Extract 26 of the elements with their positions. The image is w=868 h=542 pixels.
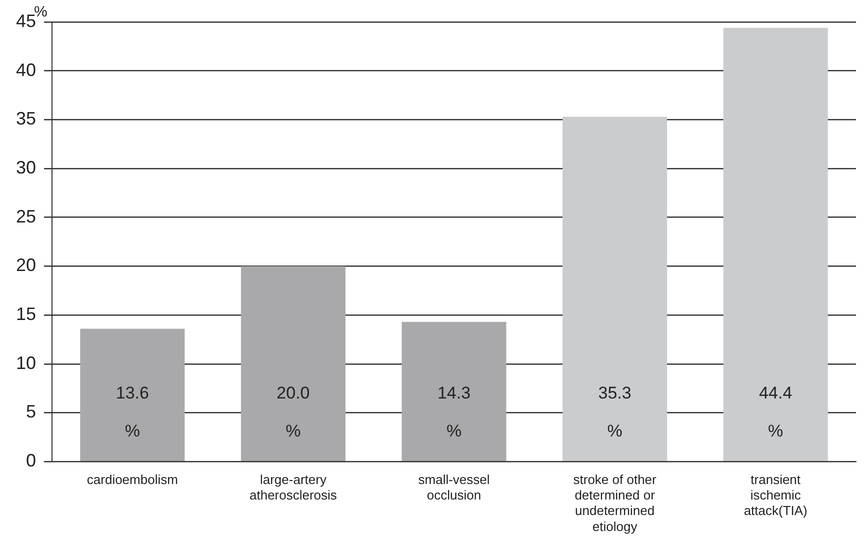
data-label: 20.0 %	[276, 383, 310, 440]
y-tick-label: 10	[16, 352, 36, 373]
x-tick-label: transient ischemic attack(TIA)	[744, 472, 808, 518]
bar	[240, 266, 346, 461]
y-tick-label: 35	[16, 108, 36, 129]
y-tick-label: 0	[26, 450, 36, 471]
x-tick-label: cardioembolism	[86, 472, 178, 487]
bar	[723, 28, 828, 461]
y-tick-label: 5	[26, 402, 36, 422]
data-label: 13.6 %	[116, 383, 149, 440]
y-tick-label: 40	[16, 60, 36, 80]
y-tick-label: 15	[16, 304, 36, 324]
data-label: 35.3 %	[598, 383, 632, 440]
y-tick-label: 20	[16, 255, 36, 276]
x-tick-label: large-artery atherosclerosis	[249, 472, 338, 503]
data-label: 14.3 %	[437, 383, 471, 440]
bar	[562, 116, 668, 461]
y-tick-label: 45	[16, 10, 36, 31]
y-tick-label: 25	[16, 206, 36, 226]
x-tick-label: stroke of other determined or undetermined etiology	[573, 472, 658, 534]
data-label: 44.4 %	[759, 383, 792, 440]
bar	[80, 328, 185, 461]
y-axis-title: %	[34, 4, 48, 21]
y-tick-label: 30	[16, 158, 36, 178]
bar	[402, 322, 506, 461]
x-tick-label: small-vessel occlusion	[418, 472, 490, 503]
